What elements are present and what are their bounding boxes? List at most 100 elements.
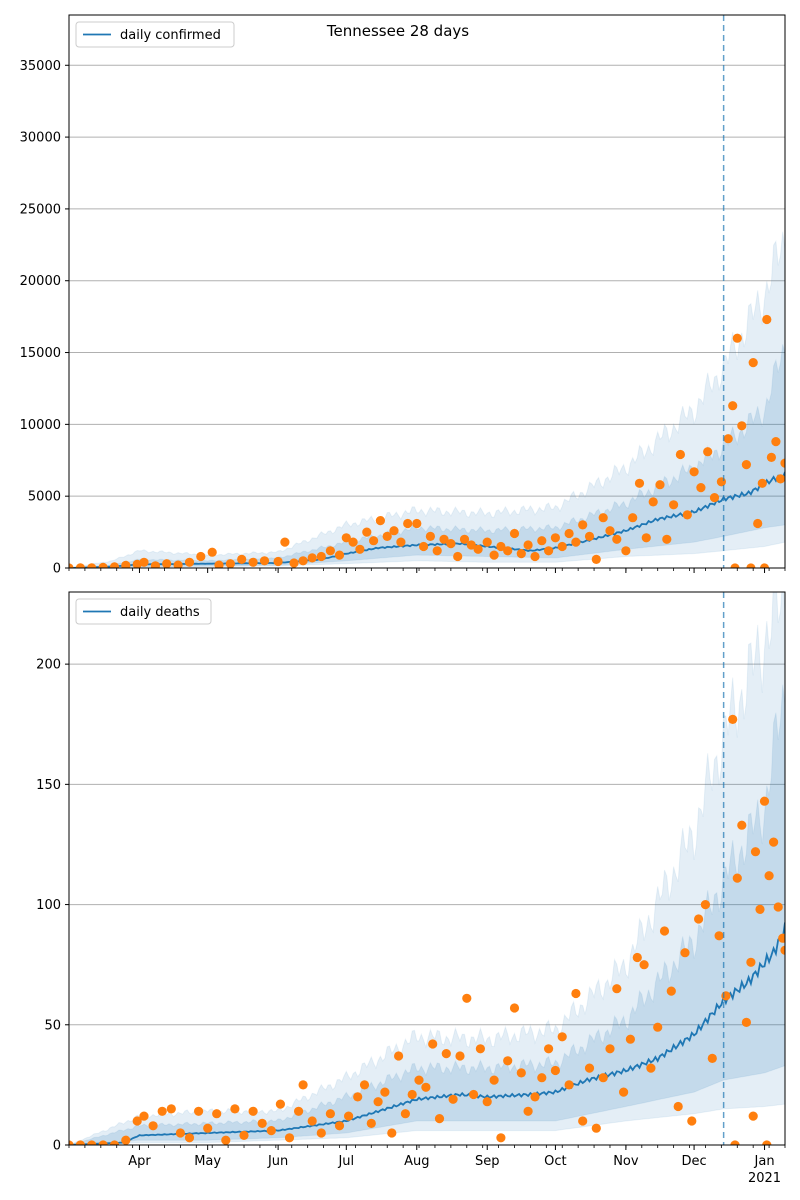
observed-point [605,1044,615,1054]
observed-point [132,1116,142,1126]
observed-point [387,1128,397,1138]
observed-point [489,550,499,560]
observed-point [687,1116,697,1126]
observed-point [746,563,756,568]
observed-point [448,1094,458,1104]
observed-point [109,562,120,568]
x-year-label: 2021 [748,1171,781,1186]
observed-point [473,544,483,554]
outer-uncertainty-band [69,231,785,568]
observed-point [207,547,217,557]
observed-point [139,557,149,567]
observed-point [648,497,658,507]
observed-point [675,449,686,460]
observed-point [723,434,733,444]
observed-point [341,533,351,543]
observed-point [766,452,777,462]
observed-point [509,1003,520,1013]
legend-label: daily confirmed [120,28,221,43]
observed-point [741,460,752,470]
observed-point [578,520,588,530]
observed-point [87,1140,97,1145]
inner-uncertainty-band [69,684,785,1145]
observed-point [259,556,270,566]
observed-point [69,563,74,568]
observed-point [503,546,513,556]
observed-point [646,1063,656,1073]
observed-point [775,474,785,484]
observed-point [225,559,235,568]
y-tick-label: 35000 [20,59,61,74]
observed-point [612,534,622,544]
observed-point [503,1056,513,1066]
observed-point [407,1089,417,1100]
plot-frame [68,591,786,1146]
observed-point [375,516,385,526]
observed-point [544,1044,554,1054]
observed-point [780,458,785,468]
observed-point [419,541,429,552]
observed-point [759,563,770,568]
outer-uncertainty-band [69,592,785,1145]
observed-point [732,333,742,343]
x-tick-label: Apr [128,1154,151,1169]
observed-point [557,1032,567,1042]
observed-point [748,1111,758,1121]
observed-point [257,1118,267,1128]
observed-point [682,510,692,520]
observed-point [316,1128,326,1138]
observed-point [537,1073,547,1083]
observed-point [496,541,506,552]
observed-point [121,1135,131,1145]
observed-point [325,546,335,556]
chart-title: Tennessee 28 days [326,22,469,40]
legend-label: daily deaths [120,605,200,620]
observed-point [121,560,131,568]
observed-point [721,991,731,1001]
observed-point [769,837,779,847]
observed-point [273,556,283,567]
observed-point [355,544,365,554]
observed-point [425,531,435,542]
observed-point [550,1065,561,1076]
observed-point [421,1082,431,1092]
observed-point [412,518,422,529]
observed-point [434,1114,445,1124]
observed-point [359,1080,370,1090]
observed-point [462,993,472,1003]
observed-point [628,513,638,523]
observed-point [591,1123,601,1133]
observed-point [353,1092,363,1102]
observed-point [69,1140,74,1145]
observed-point [382,531,392,542]
observed-point [584,531,595,542]
x-tick-label: May [194,1154,221,1169]
legend: daily confirmed [75,21,235,48]
observed-point [394,1051,404,1061]
x-tick-label: Oct [544,1154,566,1169]
observed-point [598,513,608,523]
observed-point [673,1101,683,1112]
observed-point [571,988,581,999]
observed-point [139,1111,149,1121]
y-tick-label: 150 [36,778,61,793]
observed-point [662,534,672,544]
observed-point [621,546,631,556]
observed-point [166,1104,176,1114]
observed-point [771,437,781,447]
observed-point [703,447,713,457]
observed-point [669,500,679,510]
observed-point [239,1130,249,1140]
observed-point [389,526,399,536]
observed-point [366,1118,376,1128]
plot-frame [68,14,786,569]
observed-point [284,1133,295,1143]
observed-point [75,1140,85,1145]
observed-point [737,421,747,431]
observed-point [625,1034,636,1044]
observed-point [175,1128,185,1138]
observed-point [373,1097,383,1107]
y-tick-label: 0 [53,562,61,577]
observed-point [757,478,767,488]
